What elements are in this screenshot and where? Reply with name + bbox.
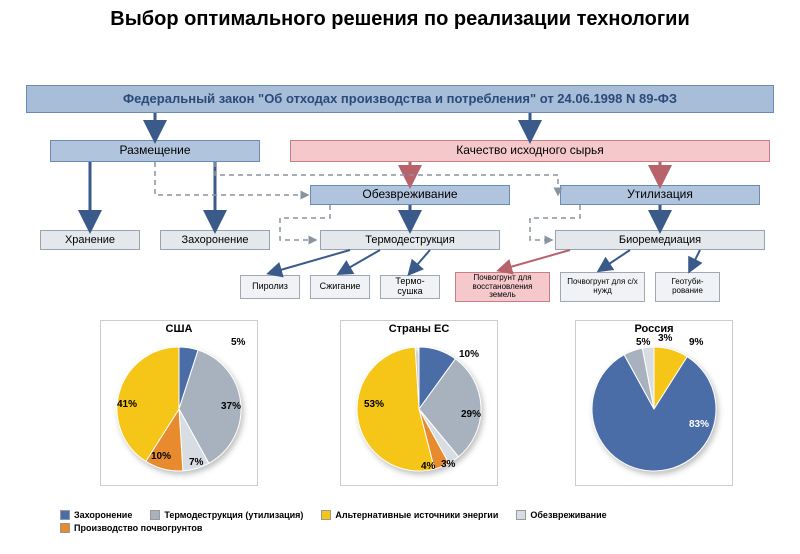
pie-slice-label: 53% (364, 399, 384, 410)
legend-swatch (60, 510, 70, 520)
pie-1: Страны ЕС 10% 29% 3% 4% 53% (340, 320, 498, 486)
pie-slice-label: 4% (421, 461, 435, 472)
box-bio: Биоремедиация (555, 230, 765, 250)
legend-item: Производство почвогрунтов (60, 523, 202, 533)
box-placement: Размещение (50, 140, 260, 162)
box-pyro: Пиролиз (240, 275, 300, 299)
legend-label: Альтернативные источники энергии (335, 510, 498, 520)
pie-slice-label: 10% (459, 349, 479, 360)
legend-label: Обезвреживание (530, 510, 606, 520)
pie-slice-label: 7% (189, 457, 203, 468)
box-storage: Хранение (40, 230, 140, 250)
pie-slice-label: 9% (689, 337, 703, 348)
box-soil2: Почвогрунт для с/х нужд (560, 272, 645, 302)
box-geo: Геотуби-рование (655, 272, 720, 302)
legend-swatch (321, 510, 331, 520)
box-thermo: Термодеструкция (320, 230, 500, 250)
page-title: Выбор оптимального решения по реализации… (0, 0, 800, 35)
legend-label: Термодеструкция (утилизация) (164, 510, 303, 520)
legend-item: Термодеструкция (утилизация) (150, 510, 303, 520)
legend-swatch (150, 510, 160, 520)
legend-swatch (516, 510, 526, 520)
legend-item: Альтернативные источники энергии (321, 510, 498, 520)
box-burn: Сжигание (310, 275, 370, 299)
box-burial: Захоронение (160, 230, 270, 250)
pie-slice-label: 83% (689, 419, 709, 430)
pie-slice-label: 41% (117, 399, 137, 410)
pie-0: США 5% 37% 7% 10% 41% (100, 320, 258, 486)
pie-slice-label: 5% (231, 337, 245, 348)
legend: Захоронение Термодеструкция (утилизация) А… (60, 510, 760, 536)
legend-item: Захоронение (60, 510, 132, 520)
pie-title: Страны ЕС (347, 323, 491, 335)
box-neutral: Обезвреживание (310, 185, 510, 205)
pie-slice-label: 3% (658, 333, 672, 344)
pie-slice-label: 37% (221, 401, 241, 412)
pie-slice-label: 3% (441, 459, 455, 470)
legend-item: Обезвреживание (516, 510, 606, 520)
pie-slice-label: 29% (461, 409, 481, 420)
box-law: Федеральный закон "Об отходах производст… (26, 85, 774, 113)
pie-slice-label: 5% (636, 337, 650, 348)
box-quality: Качество исходного сырья (290, 140, 770, 162)
pie-title: США (107, 323, 251, 335)
box-dry: Термо-сушка (380, 275, 440, 299)
legend-label: Захоронение (74, 510, 132, 520)
box-util: Утилизация (560, 185, 760, 205)
legend-label: Производство почвогрунтов (74, 523, 202, 533)
legend-swatch (60, 523, 70, 533)
pie-slice-label: 10% (151, 451, 171, 462)
pie-2: Россия 9% 83% 5% 3% (575, 320, 733, 486)
box-soil1: Почвогрунт для восстановления земель (455, 272, 550, 302)
pie-title: Россия (582, 323, 726, 335)
